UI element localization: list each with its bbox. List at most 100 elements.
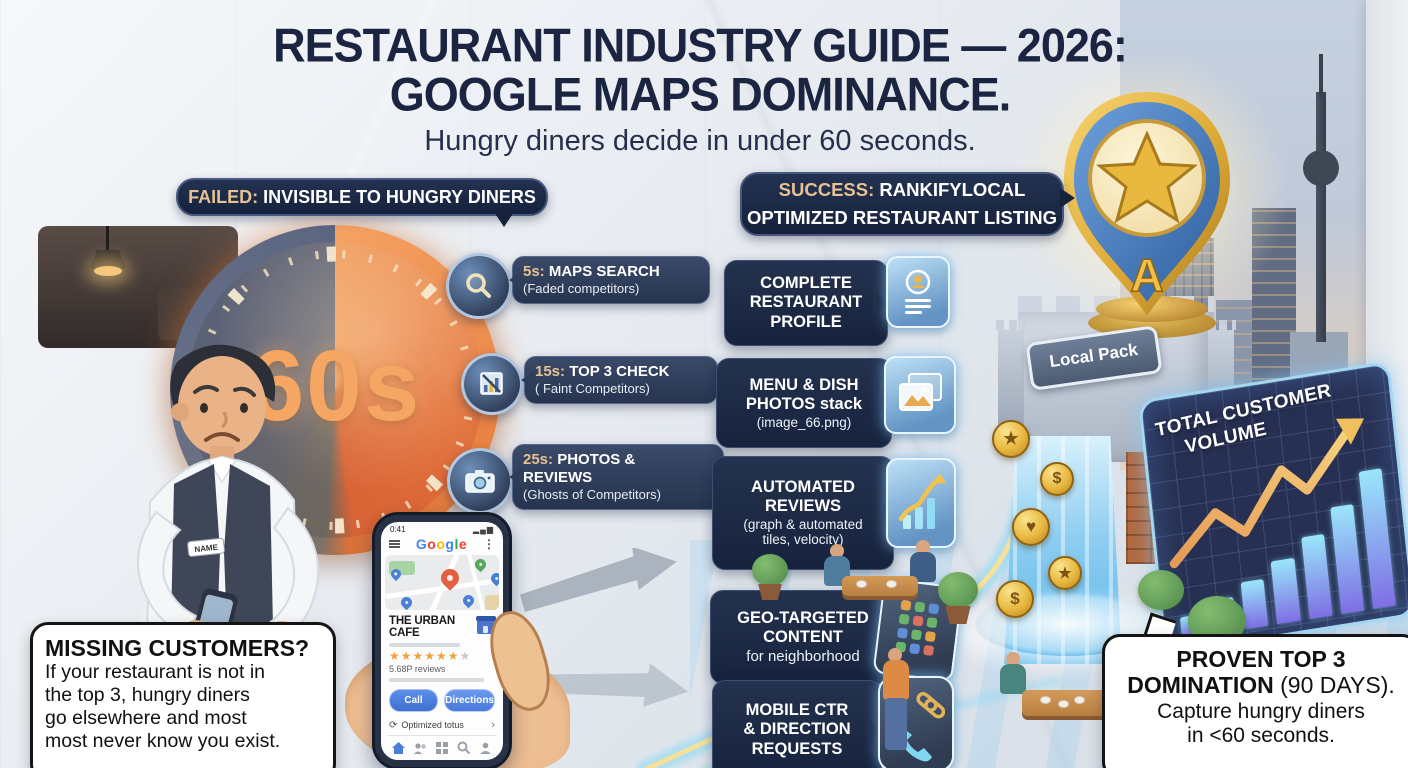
phone-screen: 0:41 ▂▄▆ Google ⋮ — [381, 522, 503, 760]
search-nav-icon[interactable] — [457, 741, 471, 754]
feature-line: MENU & DISH — [749, 375, 859, 394]
step-title: MAPS SEARCH — [544, 263, 660, 280]
failed-banner-pointer — [494, 212, 514, 237]
total-customer-volume-panel: TOTAL CUSTOMER VOLUME — [1138, 360, 1408, 656]
flow-arrows-icon — [520, 548, 689, 707]
castle-turret — [996, 320, 1026, 425]
timeline-step-5s: 5s: MAPS SEARCH (Faded competitors) — [509, 256, 710, 304]
standing-person — [876, 648, 922, 768]
directions-button[interactable]: Directions — [444, 689, 495, 713]
profile-icon[interactable] — [479, 742, 492, 754]
lamp-cord — [106, 226, 109, 252]
step-title: TOP 3 CHECK — [565, 363, 670, 380]
callout-pointer — [500, 467, 523, 486]
bubble-line: the top 3, hungry diners — [45, 684, 250, 707]
feature-note: tiles, velocity) — [762, 532, 844, 548]
page-title: RESTAURANT INDUSTRY GUIDE — 2026: GOOGLE… — [250, 20, 1150, 158]
coin-icon: ★ — [992, 420, 1030, 458]
star-faded: ★ — [459, 649, 472, 664]
plant — [938, 572, 978, 608]
feature-line: RESTAURANT — [749, 293, 863, 312]
refresh-icon: ⟳ — [389, 719, 398, 731]
smartphone-mockup: 0:41 ▂▄▆ Google ⋮ — [372, 512, 512, 768]
feature-note: (graph & automated — [743, 516, 863, 532]
photos-stack-icon — [884, 356, 956, 434]
success-text-1: RANKIFYLOCAL — [874, 179, 1026, 200]
step-subtitle: (Faded competitors) — [523, 281, 640, 296]
feature-line: & DIRECTION — [743, 720, 851, 739]
success-text-2: OPTIMIZED RESTAURANT LISTING — [746, 206, 1058, 228]
app-header: Google ⋮ — [381, 535, 503, 554]
bubble-line: in <60 seconds. — [1187, 724, 1335, 748]
timer-value: 60s — [248, 330, 422, 442]
feature-note: for neighborhood — [746, 647, 860, 665]
feature-line: PHOTOS stack — [745, 395, 863, 414]
grid-icon[interactable] — [435, 741, 448, 754]
bubble-heading: PROVEN TOP 3 — [1176, 646, 1346, 672]
growth-chart-icon — [886, 458, 956, 548]
feature-line: GEO-TARGETED — [737, 609, 869, 628]
time-15s: 15s: — [535, 363, 566, 380]
feature-note: (image_66.png) — [756, 414, 852, 430]
feature-line: REQUESTS — [751, 739, 843, 758]
bubble-heading-2: DOMINATION — [1127, 672, 1274, 699]
cn-tower-pod — [1303, 150, 1339, 186]
status-time: 0:41 — [390, 525, 406, 534]
feature-complete-profile: COMPLETE RESTAURANT PROFILE — [724, 260, 891, 346]
placeholder-bar — [389, 678, 485, 683]
failed-banner: FAILED: INVISIBLE TO HUNGRY DINERS — [176, 178, 548, 216]
step-subtitle: (Ghosts of Competitors) — [523, 487, 661, 502]
call-button[interactable]: Call — [389, 689, 439, 713]
star-rating: ★★★★★★★ — [381, 649, 503, 663]
trend-arrow-icon — [1169, 418, 1365, 569]
feature-line: MOBILE CTR — [745, 701, 849, 720]
lamp-glow — [94, 266, 122, 276]
coin-icon: ♥ — [1012, 508, 1050, 546]
signal-icons: ▂▄▆ — [473, 525, 494, 534]
chevron-right-icon: › — [491, 719, 495, 732]
plant — [752, 554, 788, 586]
title-line-2: GOOGLE MAPS DOMINANCE. — [389, 67, 1012, 121]
business-name: THE URBAN CAFE — [389, 614, 455, 639]
coin-icon: $ — [996, 580, 1034, 618]
coin-icon: $ — [1040, 462, 1074, 496]
gold-map-pin-trophy: A — [1064, 92, 1230, 316]
subtitle: Hungry diners decide in under 60 seconds… — [424, 125, 976, 158]
failed-prefix: FAILED: — [188, 187, 259, 207]
map-view[interactable] — [385, 555, 499, 610]
reviews-count: 5.68P reviews — [389, 664, 446, 675]
bubble-normal: (90 DAYS). — [1273, 672, 1395, 699]
business-header: THE URBAN CAFE — [381, 611, 503, 639]
camera-icon — [447, 448, 513, 514]
time-25s: 25s: — [523, 451, 554, 468]
optimized-label: Optimized totus — [401, 720, 464, 731]
home-icon[interactable] — [391, 741, 405, 754]
plant — [1138, 570, 1184, 610]
failed-text: INVISIBLE TO HUNGRY DINERS — [258, 187, 536, 207]
feature-mobile-ctr: MOBILE CTR & DIRECTION REQUESTS — [712, 680, 885, 768]
people-icon[interactable] — [413, 742, 427, 754]
map-pin — [398, 594, 415, 610]
more-menu-icon[interactable]: ⋮ — [483, 537, 495, 551]
hamburger-icon[interactable] — [389, 540, 400, 542]
bubble-heading: MISSING CUSTOMERS? — [45, 635, 310, 661]
bubble-line: Capture hungry diners — [1157, 699, 1365, 723]
stars-gold: ★★★★★★ — [389, 649, 460, 664]
search-icon — [446, 253, 512, 319]
plant-pot — [758, 584, 782, 600]
success-banner: SUCCESS: RANKIFYLOCAL OPTIMIZED RESTAURA… — [740, 172, 1064, 236]
success-banner-pointer — [1060, 188, 1085, 208]
optimized-row[interactable]: ⟳ Optimized totus › — [381, 714, 503, 734]
time-5s: 5s: — [523, 263, 545, 280]
bubble-line: most never know you exist. — [45, 730, 281, 753]
feature-line: AUTOMATED — [751, 478, 855, 497]
cn-tower-antenna — [1319, 54, 1323, 98]
feature-line: REVIEWS — [764, 497, 842, 516]
pendant-lamp-icon — [90, 250, 126, 268]
timeline-step-15s: 15s: TOP 3 CHECK ( Faint Competitors) — [521, 356, 718, 404]
coin-icon: ★ — [1048, 556, 1082, 590]
action-buttons: Call Directions — [381, 684, 503, 714]
profile-card-icon — [886, 256, 950, 328]
status-bar: 0:41 ▂▄▆ — [381, 522, 503, 535]
